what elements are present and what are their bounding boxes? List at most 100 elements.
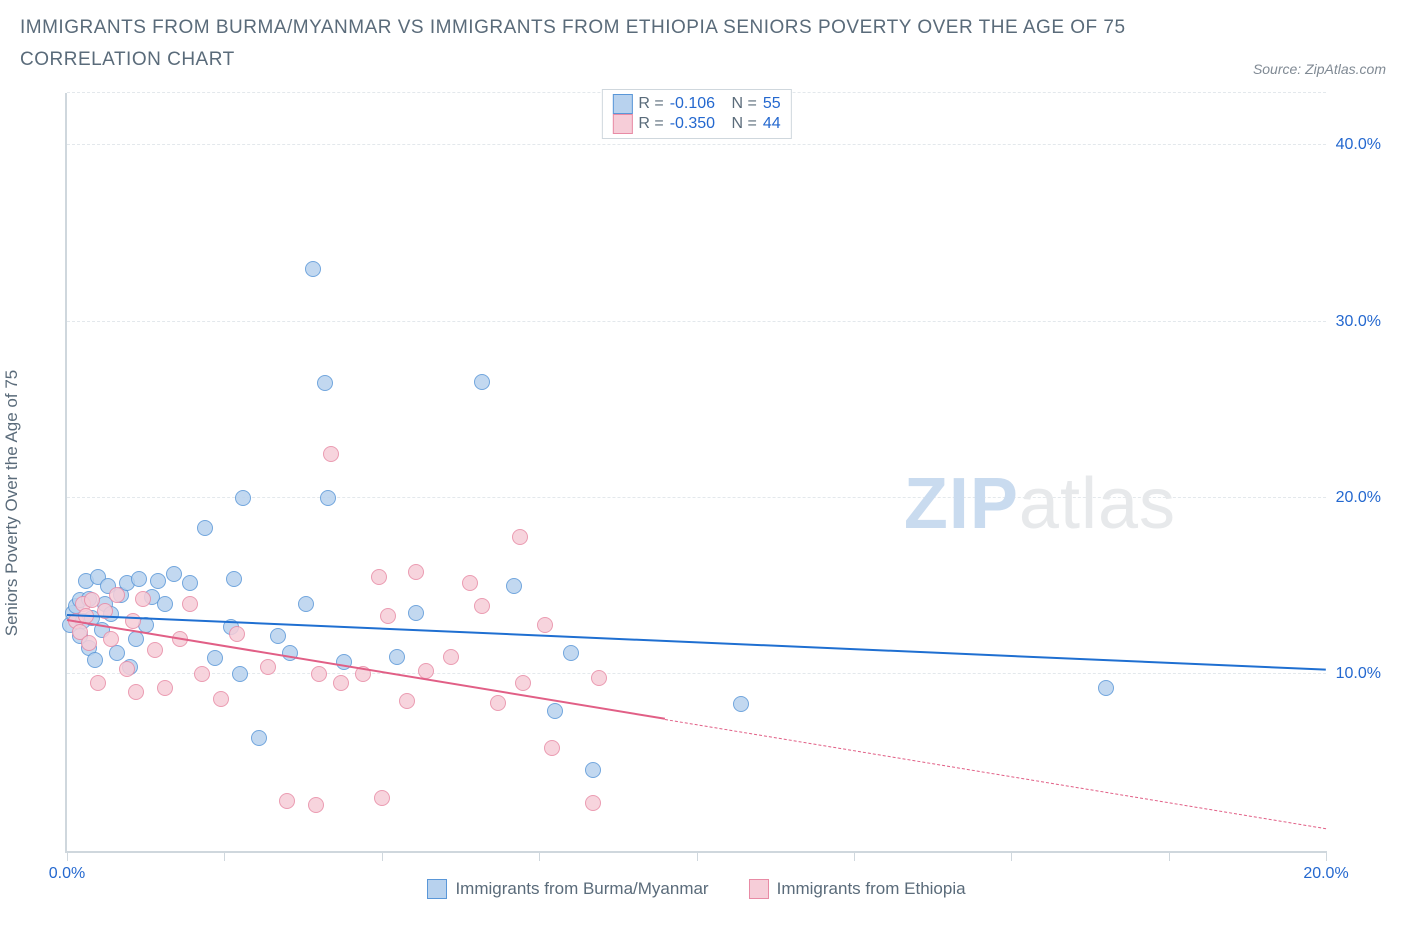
data-point bbox=[323, 446, 339, 462]
data-point bbox=[399, 693, 415, 709]
data-point bbox=[235, 490, 251, 506]
x-tick bbox=[382, 851, 383, 861]
x-tick bbox=[539, 851, 540, 861]
n-value-ethiopia: 44 bbox=[763, 115, 781, 133]
data-point bbox=[131, 571, 147, 587]
data-point bbox=[81, 635, 97, 651]
data-point bbox=[443, 649, 459, 665]
swatch-ethiopia-icon bbox=[749, 879, 769, 899]
data-point bbox=[585, 795, 601, 811]
data-point bbox=[506, 578, 522, 594]
x-tick bbox=[224, 851, 225, 861]
r-value-ethiopia: -0.350 bbox=[670, 115, 715, 133]
trend-line bbox=[67, 614, 1326, 671]
series-label: Immigrants from Ethiopia bbox=[777, 879, 966, 899]
x-tick bbox=[67, 851, 68, 861]
data-point bbox=[374, 790, 390, 806]
n-label: N = bbox=[732, 115, 757, 133]
chart-header: IMMIGRANTS FROM BURMA/MYANMAR VS IMMIGRA… bbox=[0, 0, 1406, 83]
swatch-burma-icon bbox=[612, 94, 632, 114]
data-point bbox=[333, 675, 349, 691]
swatch-burma-icon bbox=[427, 879, 447, 899]
data-point bbox=[251, 730, 267, 746]
data-point bbox=[563, 645, 579, 661]
y-tick-label: 20.0% bbox=[1336, 489, 1381, 507]
gridline bbox=[67, 673, 1326, 674]
data-point bbox=[490, 695, 506, 711]
data-point bbox=[270, 628, 286, 644]
data-point bbox=[109, 587, 125, 603]
gridline bbox=[67, 497, 1326, 498]
watermark-atlas: atlas bbox=[1019, 464, 1176, 544]
data-point bbox=[182, 596, 198, 612]
data-point bbox=[591, 670, 607, 686]
r-label: R = bbox=[638, 95, 663, 113]
legend-item-ethiopia: Immigrants from Ethiopia bbox=[749, 879, 966, 899]
data-point bbox=[298, 596, 314, 612]
data-point bbox=[226, 571, 242, 587]
data-point bbox=[90, 675, 106, 691]
data-point bbox=[232, 666, 248, 682]
legend-row-ethiopia: R = -0.350 N = 44 bbox=[612, 114, 780, 134]
data-point bbox=[733, 696, 749, 712]
data-point bbox=[279, 793, 295, 809]
gridline bbox=[67, 144, 1326, 145]
trend-line bbox=[67, 619, 665, 720]
x-tick bbox=[1169, 851, 1170, 861]
data-point bbox=[512, 529, 528, 545]
r-value-burma: -0.106 bbox=[670, 95, 715, 113]
data-point bbox=[119, 661, 135, 677]
data-point bbox=[109, 645, 125, 661]
x-tick bbox=[697, 851, 698, 861]
chart-title: IMMIGRANTS FROM BURMA/MYANMAR VS IMMIGRA… bbox=[20, 12, 1170, 77]
legend-item-burma: Immigrants from Burma/Myanmar bbox=[427, 879, 708, 899]
data-point bbox=[147, 642, 163, 658]
chart-source: Source: ZipAtlas.com bbox=[1253, 61, 1386, 77]
data-point bbox=[135, 591, 151, 607]
data-point bbox=[408, 564, 424, 580]
data-point bbox=[1098, 680, 1114, 696]
legend-row-burma: R = -0.106 N = 55 bbox=[612, 94, 780, 114]
n-label: N = bbox=[732, 95, 757, 113]
data-point bbox=[585, 762, 601, 778]
n-value-burma: 55 bbox=[763, 95, 781, 113]
r-label: R = bbox=[638, 115, 663, 133]
x-tick bbox=[1326, 851, 1327, 861]
y-tick-label: 40.0% bbox=[1336, 136, 1381, 154]
data-point bbox=[474, 598, 490, 614]
data-point bbox=[474, 374, 490, 390]
legend-correlation: R = -0.106 N = 55 R = -0.350 N = 44 bbox=[601, 89, 791, 139]
data-point bbox=[380, 608, 396, 624]
data-point bbox=[462, 575, 478, 591]
data-point bbox=[311, 666, 327, 682]
data-point bbox=[320, 490, 336, 506]
data-point bbox=[537, 617, 553, 633]
data-point bbox=[515, 675, 531, 691]
legend-series: Immigrants from Burma/Myanmar Immigrants… bbox=[67, 879, 1326, 899]
data-point bbox=[182, 575, 198, 591]
data-point bbox=[157, 596, 173, 612]
data-point bbox=[544, 740, 560, 756]
data-point bbox=[150, 573, 166, 589]
data-point bbox=[128, 684, 144, 700]
data-point bbox=[305, 261, 321, 277]
data-point bbox=[371, 569, 387, 585]
data-point bbox=[194, 666, 210, 682]
x-tick bbox=[1011, 851, 1012, 861]
data-point bbox=[317, 375, 333, 391]
swatch-ethiopia-icon bbox=[612, 114, 632, 134]
data-point bbox=[308, 797, 324, 813]
data-point bbox=[157, 680, 173, 696]
data-point bbox=[547, 703, 563, 719]
watermark-zip: ZIP bbox=[904, 464, 1019, 544]
data-point bbox=[207, 650, 223, 666]
data-point bbox=[408, 605, 424, 621]
x-tick-label: 20.0% bbox=[1303, 865, 1348, 883]
x-tick bbox=[854, 851, 855, 861]
series-label: Immigrants from Burma/Myanmar bbox=[455, 879, 708, 899]
data-point bbox=[389, 649, 405, 665]
gridline bbox=[67, 321, 1326, 322]
trend-line bbox=[665, 719, 1326, 829]
data-point bbox=[197, 520, 213, 536]
y-axis-label: Seniors Poverty Over the Age of 75 bbox=[2, 369, 22, 635]
